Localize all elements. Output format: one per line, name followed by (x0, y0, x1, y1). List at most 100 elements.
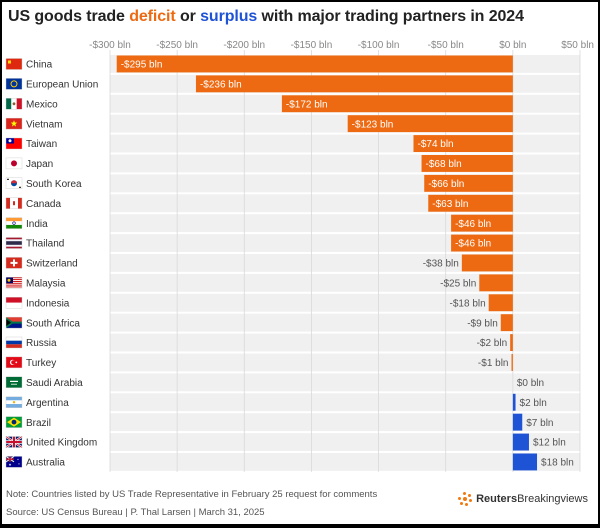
row-band (110, 313, 580, 332)
category-label: Argentina (26, 398, 69, 409)
indonesia-flag-icon (5, 297, 23, 309)
x-tick-label: -$250 bln (156, 40, 198, 51)
category-label: India (26, 219, 48, 230)
vietnam-flag-icon (5, 117, 23, 130)
eu-flag-icon (5, 78, 23, 90)
row-band (110, 273, 580, 292)
footer-note: Note: Countries listed by US Trade Repre… (6, 489, 378, 500)
brand-name-light: Breakingviews (517, 493, 588, 505)
bar (421, 155, 513, 172)
thailand-flag-icon (5, 237, 23, 249)
china-flag-icon (5, 58, 23, 70)
reuters-breakingviews-logo: Reuters Breakingviews (458, 492, 588, 506)
title-surplus-word: surplus (200, 8, 258, 25)
mexico-flag-icon (5, 98, 23, 110)
bar (488, 294, 513, 312)
x-tick-label: -$150 bln (291, 40, 333, 51)
row-band (110, 453, 580, 471)
category-label: Mexico (26, 99, 58, 110)
south-africa-flag-icon (5, 316, 23, 329)
bar (451, 214, 513, 232)
row-band (110, 373, 580, 392)
title-middle: or (175, 8, 201, 25)
title-prefix: US goods trade (8, 8, 130, 25)
value-label: -$66 bln (428, 179, 464, 190)
value-label: -$236 bln (200, 79, 242, 90)
category-label: Japan (26, 159, 53, 170)
x-tick-label: $0 bln (499, 40, 526, 51)
brand-name-bold: Reuters (476, 493, 518, 505)
value-label: -$74 bln (417, 139, 453, 150)
value-label: -$18 bln (450, 298, 486, 309)
bar (428, 194, 513, 212)
value-label: -$172 bln (286, 99, 328, 110)
bar (281, 95, 513, 113)
category-label: European Union (26, 79, 98, 90)
value-label: -$46 bln (455, 239, 491, 250)
bar (500, 314, 513, 332)
value-label: -$63 bln (432, 199, 468, 210)
x-tick-label: -$100 bln (358, 40, 400, 51)
category-label: Switzerland (26, 259, 78, 270)
value-label: $0 bln (517, 378, 544, 389)
value-label: $12 bln (533, 438, 566, 449)
malaysia-flag-icon (5, 277, 23, 289)
argentina-flag-icon (5, 396, 23, 408)
title-deficit-word: deficit (129, 8, 176, 25)
saudi-arabia-flag-icon (5, 376, 23, 388)
value-label: $7 bln (526, 418, 553, 429)
bar (512, 393, 516, 411)
reuters-dots-icon (458, 492, 473, 506)
value-label: -$9 bln (467, 318, 498, 329)
south-korea-flag-icon (5, 177, 23, 190)
x-tick-label: -$50 bln (428, 40, 464, 51)
value-label: -$295 bln (121, 60, 163, 71)
value-label: -$38 bln (423, 259, 459, 270)
russia-flag-icon (5, 336, 23, 349)
footer-source: Source: US Census Bureau | P. Thal Larse… (6, 507, 265, 518)
value-label: -$25 bln (440, 278, 476, 289)
uk-flag-icon (5, 435, 23, 449)
row-band (110, 293, 580, 312)
category-label: Taiwan (26, 139, 57, 150)
category-label: Russia (26, 338, 57, 349)
japan-flag-icon (5, 157, 23, 170)
value-label: -$2 bln (477, 338, 508, 349)
category-label: Brazil (26, 418, 51, 429)
bar (424, 174, 513, 192)
taiwan-flag-icon (5, 137, 23, 150)
switzerland-flag-icon (5, 257, 23, 269)
x-tick-label: -$300 bln (89, 40, 131, 51)
category-label: United Kingdom (26, 438, 97, 449)
row-band (110, 333, 580, 352)
value-label: -$46 bln (455, 219, 491, 230)
value-label: $2 bln (520, 398, 547, 409)
category-label: Canada (26, 199, 61, 210)
category-label: Turkey (26, 358, 56, 369)
bar (510, 334, 513, 351)
category-label: Saudi Arabia (26, 378, 83, 389)
turkey-flag-icon (5, 356, 23, 369)
value-label: -$123 bln (352, 119, 394, 130)
chart-title: US goods trade deficit or surplus with m… (8, 8, 524, 26)
australia-flag-icon (5, 455, 23, 468)
bar (511, 354, 513, 371)
value-label: -$1 bln (478, 358, 509, 369)
value-label: -$68 bln (426, 159, 462, 170)
bar (512, 433, 529, 451)
category-label: Australia (26, 458, 65, 469)
india-flag-icon (5, 217, 23, 229)
brazil-flag-icon (5, 416, 23, 428)
bar (512, 413, 523, 431)
value-label: $18 bln (541, 458, 574, 469)
row-band (110, 413, 580, 432)
category-label: Thailand (26, 239, 64, 250)
row-band (110, 393, 580, 412)
x-tick-label: -$200 bln (223, 40, 265, 51)
category-label: Indonesia (26, 298, 70, 309)
row-band (110, 353, 580, 372)
title-suffix: with major trading partners in 2024 (257, 8, 524, 25)
bar (116, 55, 513, 73)
category-label: South Korea (26, 179, 82, 190)
